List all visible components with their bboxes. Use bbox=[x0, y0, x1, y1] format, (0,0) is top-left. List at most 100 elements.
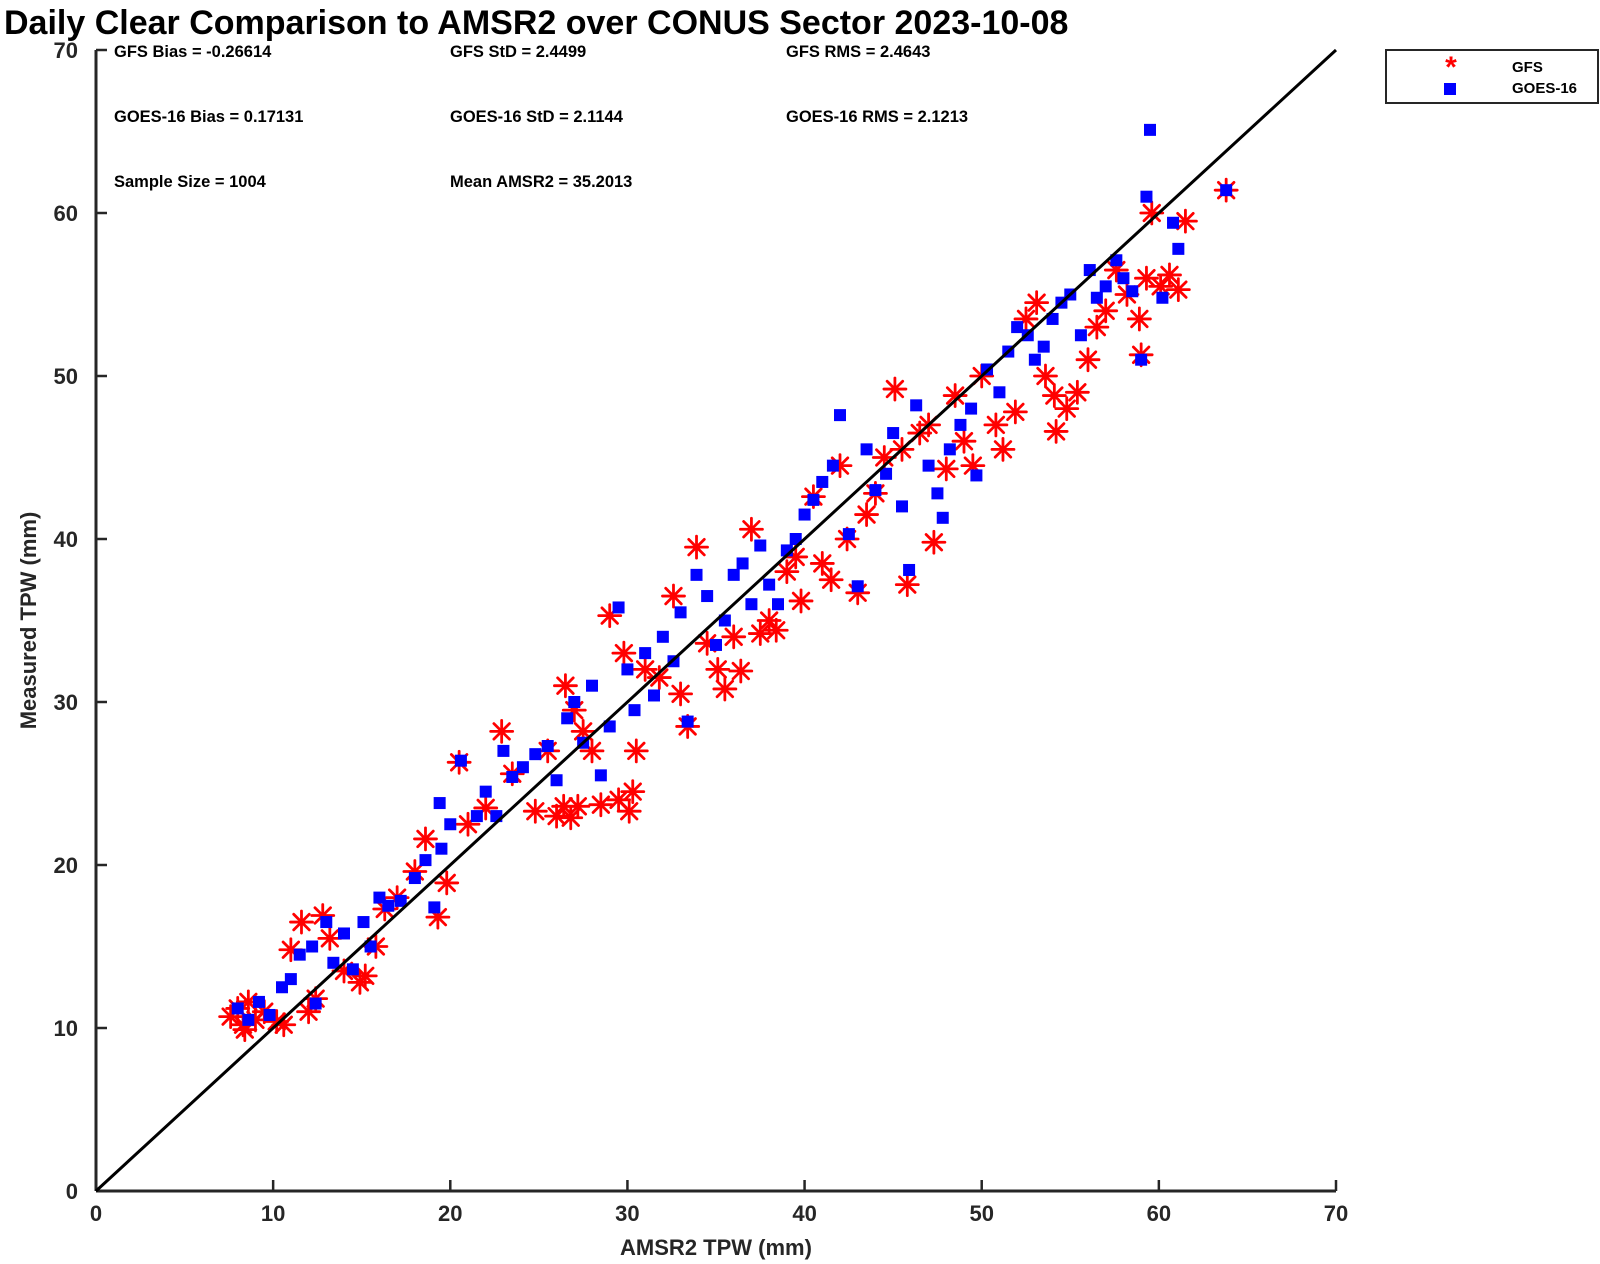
gfs-point bbox=[1033, 363, 1058, 389]
goes-16-point bbox=[834, 409, 846, 422]
goes-16-point bbox=[798, 508, 811, 521]
gfs-point bbox=[854, 502, 879, 527]
y-tick-label: 20 bbox=[54, 853, 78, 878]
goes-16-point bbox=[887, 427, 900, 440]
goes-16-point bbox=[309, 997, 322, 1010]
gfs-point bbox=[661, 583, 686, 609]
goes-16-point bbox=[506, 770, 519, 783]
goes-16-point bbox=[690, 568, 703, 581]
goes-16-point bbox=[550, 774, 563, 787]
gfs-point bbox=[990, 436, 1016, 462]
goes-16-point bbox=[701, 590, 714, 603]
goes-16-point bbox=[754, 539, 767, 552]
goes-16-point bbox=[880, 467, 893, 480]
goes-16-point bbox=[816, 475, 829, 488]
goes-16-point bbox=[896, 500, 908, 513]
gfs-point bbox=[809, 551, 835, 576]
axes: 0 10 20 30 40 50 60 70 0 10 20 30 40 50 60 70 bbox=[54, 38, 1349, 1226]
gfs-point bbox=[489, 718, 515, 744]
y-tick-label: 10 bbox=[54, 1016, 78, 1041]
y-tick-label: 30 bbox=[54, 690, 78, 715]
goes-16-point bbox=[860, 443, 873, 456]
y-tick-label: 0 bbox=[66, 1179, 78, 1204]
goes-16-point bbox=[293, 948, 306, 961]
legend: * GFS GOES-16 bbox=[1385, 49, 1599, 104]
gfs-point bbox=[721, 624, 747, 650]
goes-16-point bbox=[826, 459, 839, 472]
x-tick-label: 0 bbox=[90, 1201, 102, 1226]
gfs-point bbox=[620, 779, 646, 805]
gfs-point bbox=[818, 567, 844, 593]
gfs-point bbox=[694, 630, 720, 656]
gfs-point bbox=[551, 793, 577, 819]
goes-16-point bbox=[382, 899, 395, 912]
goes-16-point bbox=[943, 443, 956, 456]
gfs-point bbox=[558, 805, 584, 831]
goes-16-point bbox=[327, 956, 340, 969]
goes-16-point bbox=[561, 712, 574, 725]
goes-16-point bbox=[648, 689, 660, 702]
goes-16-point bbox=[772, 598, 784, 611]
goes-16-point bbox=[586, 679, 598, 692]
gfs-point bbox=[951, 428, 977, 454]
gfs-point bbox=[894, 572, 920, 598]
goes-16-point bbox=[807, 493, 820, 506]
goes-16-point bbox=[320, 916, 333, 929]
goes-16-point bbox=[681, 715, 694, 728]
goes-16-point bbox=[1037, 340, 1050, 353]
goes-16-point bbox=[1099, 280, 1112, 293]
y-tick-label: 40 bbox=[54, 527, 78, 552]
goes-16-point bbox=[263, 1008, 276, 1021]
legend-gfs-label: GFS bbox=[1512, 59, 1543, 76]
goes-16-point bbox=[454, 754, 467, 767]
goes-16-point bbox=[428, 901, 441, 914]
goes-16-point bbox=[763, 578, 776, 591]
stat-goes-bias: GOES-16 Bias = 0.17131 bbox=[114, 108, 303, 126]
gfs-point bbox=[933, 456, 959, 482]
x-tick-label: 30 bbox=[615, 1201, 639, 1226]
gfs-point bbox=[1093, 298, 1119, 324]
goes-16-point bbox=[1074, 329, 1087, 342]
gfs-point bbox=[845, 580, 871, 606]
gfs-point bbox=[788, 588, 814, 614]
goes-16-point bbox=[346, 963, 359, 976]
x-tick-label: 60 bbox=[1147, 1201, 1171, 1226]
gfs-point bbox=[921, 529, 947, 555]
goes-16-point bbox=[612, 601, 625, 614]
gfs-point bbox=[1064, 379, 1090, 405]
y-axis-label: Measured TPW (mm) bbox=[16, 512, 41, 730]
goes-16-point bbox=[621, 663, 634, 676]
one-to-one-line bbox=[94, 48, 1338, 1193]
gfs-point bbox=[747, 621, 773, 646]
gfs-point bbox=[565, 793, 591, 819]
gfs-point bbox=[668, 681, 693, 707]
goes-16-point bbox=[869, 484, 882, 497]
gfs-point bbox=[882, 376, 908, 402]
goes-16-point bbox=[1110, 254, 1123, 267]
gfs-point bbox=[739, 516, 764, 542]
goes-16-point bbox=[842, 528, 855, 541]
goes-16-point bbox=[306, 940, 319, 953]
stat-gfs-std: GFS StD = 2.4499 bbox=[450, 43, 586, 61]
goes-16-point bbox=[970, 469, 983, 482]
statistics-annotations: GFS Bias = -0.26614 GFS StD = 2.4499 GFS… bbox=[114, 43, 968, 191]
goes-16-point bbox=[603, 720, 616, 733]
goes-16-point bbox=[444, 818, 457, 831]
gfs-point bbox=[611, 640, 637, 666]
goes-16-point bbox=[479, 785, 492, 798]
goes-16-point bbox=[910, 399, 923, 412]
stat-gfs-rms: GFS RMS = 2.4643 bbox=[786, 43, 930, 61]
gfs-point bbox=[712, 676, 738, 702]
x-ticks: 0 10 20 30 40 50 60 70 bbox=[90, 1180, 1348, 1226]
goes-16-point bbox=[394, 894, 407, 907]
goes-16-point bbox=[936, 511, 949, 524]
goes-16-point bbox=[1135, 353, 1148, 366]
x-tick-label: 20 bbox=[438, 1201, 462, 1226]
goes-16-point bbox=[1172, 242, 1185, 255]
gfs-point bbox=[942, 383, 968, 408]
x-axis-label: AMSR2 TPW (mm) bbox=[620, 1235, 812, 1260]
goes-16-point bbox=[1156, 291, 1169, 304]
series-goes-16 bbox=[231, 123, 1233, 1026]
goes-16-point bbox=[1117, 272, 1130, 285]
gfs-point bbox=[588, 792, 614, 818]
